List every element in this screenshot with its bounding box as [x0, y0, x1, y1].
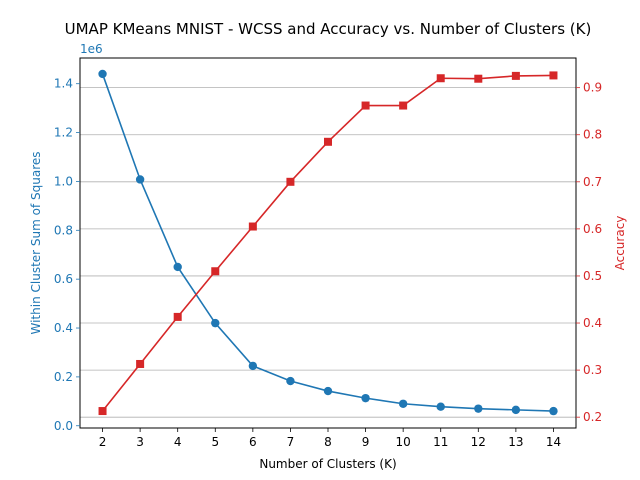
x-tick-label-7: 9 — [362, 435, 370, 449]
x-tick-label-9: 11 — [433, 435, 448, 449]
series-right-point-1 — [136, 359, 145, 368]
x-tick-label-4: 6 — [249, 435, 257, 449]
series-left-point-9 — [436, 402, 445, 411]
series-layer — [98, 69, 558, 416]
series-right-point-9 — [436, 74, 445, 83]
x-tick-label-1: 3 — [136, 435, 144, 449]
series-left-point-4 — [248, 361, 258, 371]
series-right-point-2 — [173, 312, 182, 321]
right-tick-label-0: 0.2 — [583, 410, 602, 424]
series-left-point-2 — [173, 262, 182, 272]
left-axis-label: Within Cluster Sum of Squares — [29, 151, 43, 334]
right-axis: 0.2 0.3 0.4 0.5 0.6 0.7 0.8 0.9 — [576, 81, 602, 424]
left-tick-label-7: 1.4 — [54, 77, 73, 91]
series-left-point-7 — [361, 393, 370, 403]
x-tick-label-6: 8 — [324, 435, 332, 449]
x-tick-label-12: 14 — [546, 435, 561, 449]
series-left-point-10 — [474, 404, 483, 413]
right-tick-label-6: 0.8 — [583, 128, 602, 142]
left-axis: 0.0 0.2 0.4 0.6 0.8 1.0 1.2 1.4 — [54, 77, 80, 433]
x-tick-label-5: 7 — [287, 435, 295, 449]
x-tick-label-11: 13 — [508, 435, 523, 449]
right-tick-label-4: 0.6 — [583, 222, 602, 236]
left-tick-label-5: 1.0 — [54, 174, 73, 188]
series-right-point-6 — [324, 137, 332, 146]
x-tick-label-0: 2 — [99, 435, 107, 449]
right-tick-label-5: 0.7 — [583, 175, 602, 189]
left-tick-label-1: 0.2 — [54, 370, 73, 384]
series-right-point-12 — [549, 71, 558, 80]
series-left-point-8 — [398, 399, 408, 408]
series-right-point-0 — [98, 407, 107, 416]
series-right-point-7 — [361, 101, 370, 110]
series-left-point-5 — [286, 376, 295, 386]
series-left-point-6 — [323, 386, 333, 396]
series-right-point-8 — [399, 101, 408, 110]
series-left-line — [101, 73, 554, 412]
left-tick-label-2: 0.4 — [54, 321, 73, 335]
series-right-point-3 — [211, 267, 220, 276]
right-tick-label-2: 0.4 — [583, 316, 602, 330]
chart-title: UMAP KMeans MNIST - WCSS and Accuracy vs… — [65, 20, 592, 38]
series-right-point-4 — [248, 222, 257, 231]
left-tick-label-3: 0.6 — [54, 272, 73, 286]
series-right-point-5 — [286, 177, 295, 186]
left-tick-label-6: 1.2 — [54, 126, 73, 140]
series-left-point-1 — [135, 175, 145, 184]
x-axis-label: Number of Clusters (K) — [259, 457, 396, 471]
series-right-line — [101, 74, 554, 412]
grid-lines — [80, 87, 576, 418]
right-tick-label-3: 0.5 — [583, 269, 602, 283]
x-tick-label-2: 4 — [174, 435, 182, 449]
x-axis: 2 3 4 5 6 7 8 9 10 11 12 13 14 — [99, 428, 561, 449]
left-tick-label-4: 0.8 — [54, 223, 73, 237]
right-tick-label-7: 0.9 — [583, 81, 602, 95]
right-tick-label-1: 0.3 — [583, 363, 602, 377]
series-right-point-11 — [511, 71, 520, 80]
x-tick-label-3: 5 — [211, 435, 219, 449]
plot-frame — [79, 57, 577, 429]
right-axis-label: Accuracy — [613, 216, 627, 271]
left-axis-offset-label: 1e6 — [80, 42, 103, 56]
x-tick-label-8: 10 — [396, 435, 411, 449]
x-tick-label-10: 12 — [471, 435, 486, 449]
series-left-point-3 — [211, 318, 220, 328]
series-left-point-12 — [549, 406, 558, 416]
series-right-point-10 — [474, 74, 483, 83]
left-tick-label-0: 0.0 — [54, 419, 73, 433]
series-left-point-11 — [511, 405, 521, 415]
series-left-point-0 — [98, 69, 107, 79]
